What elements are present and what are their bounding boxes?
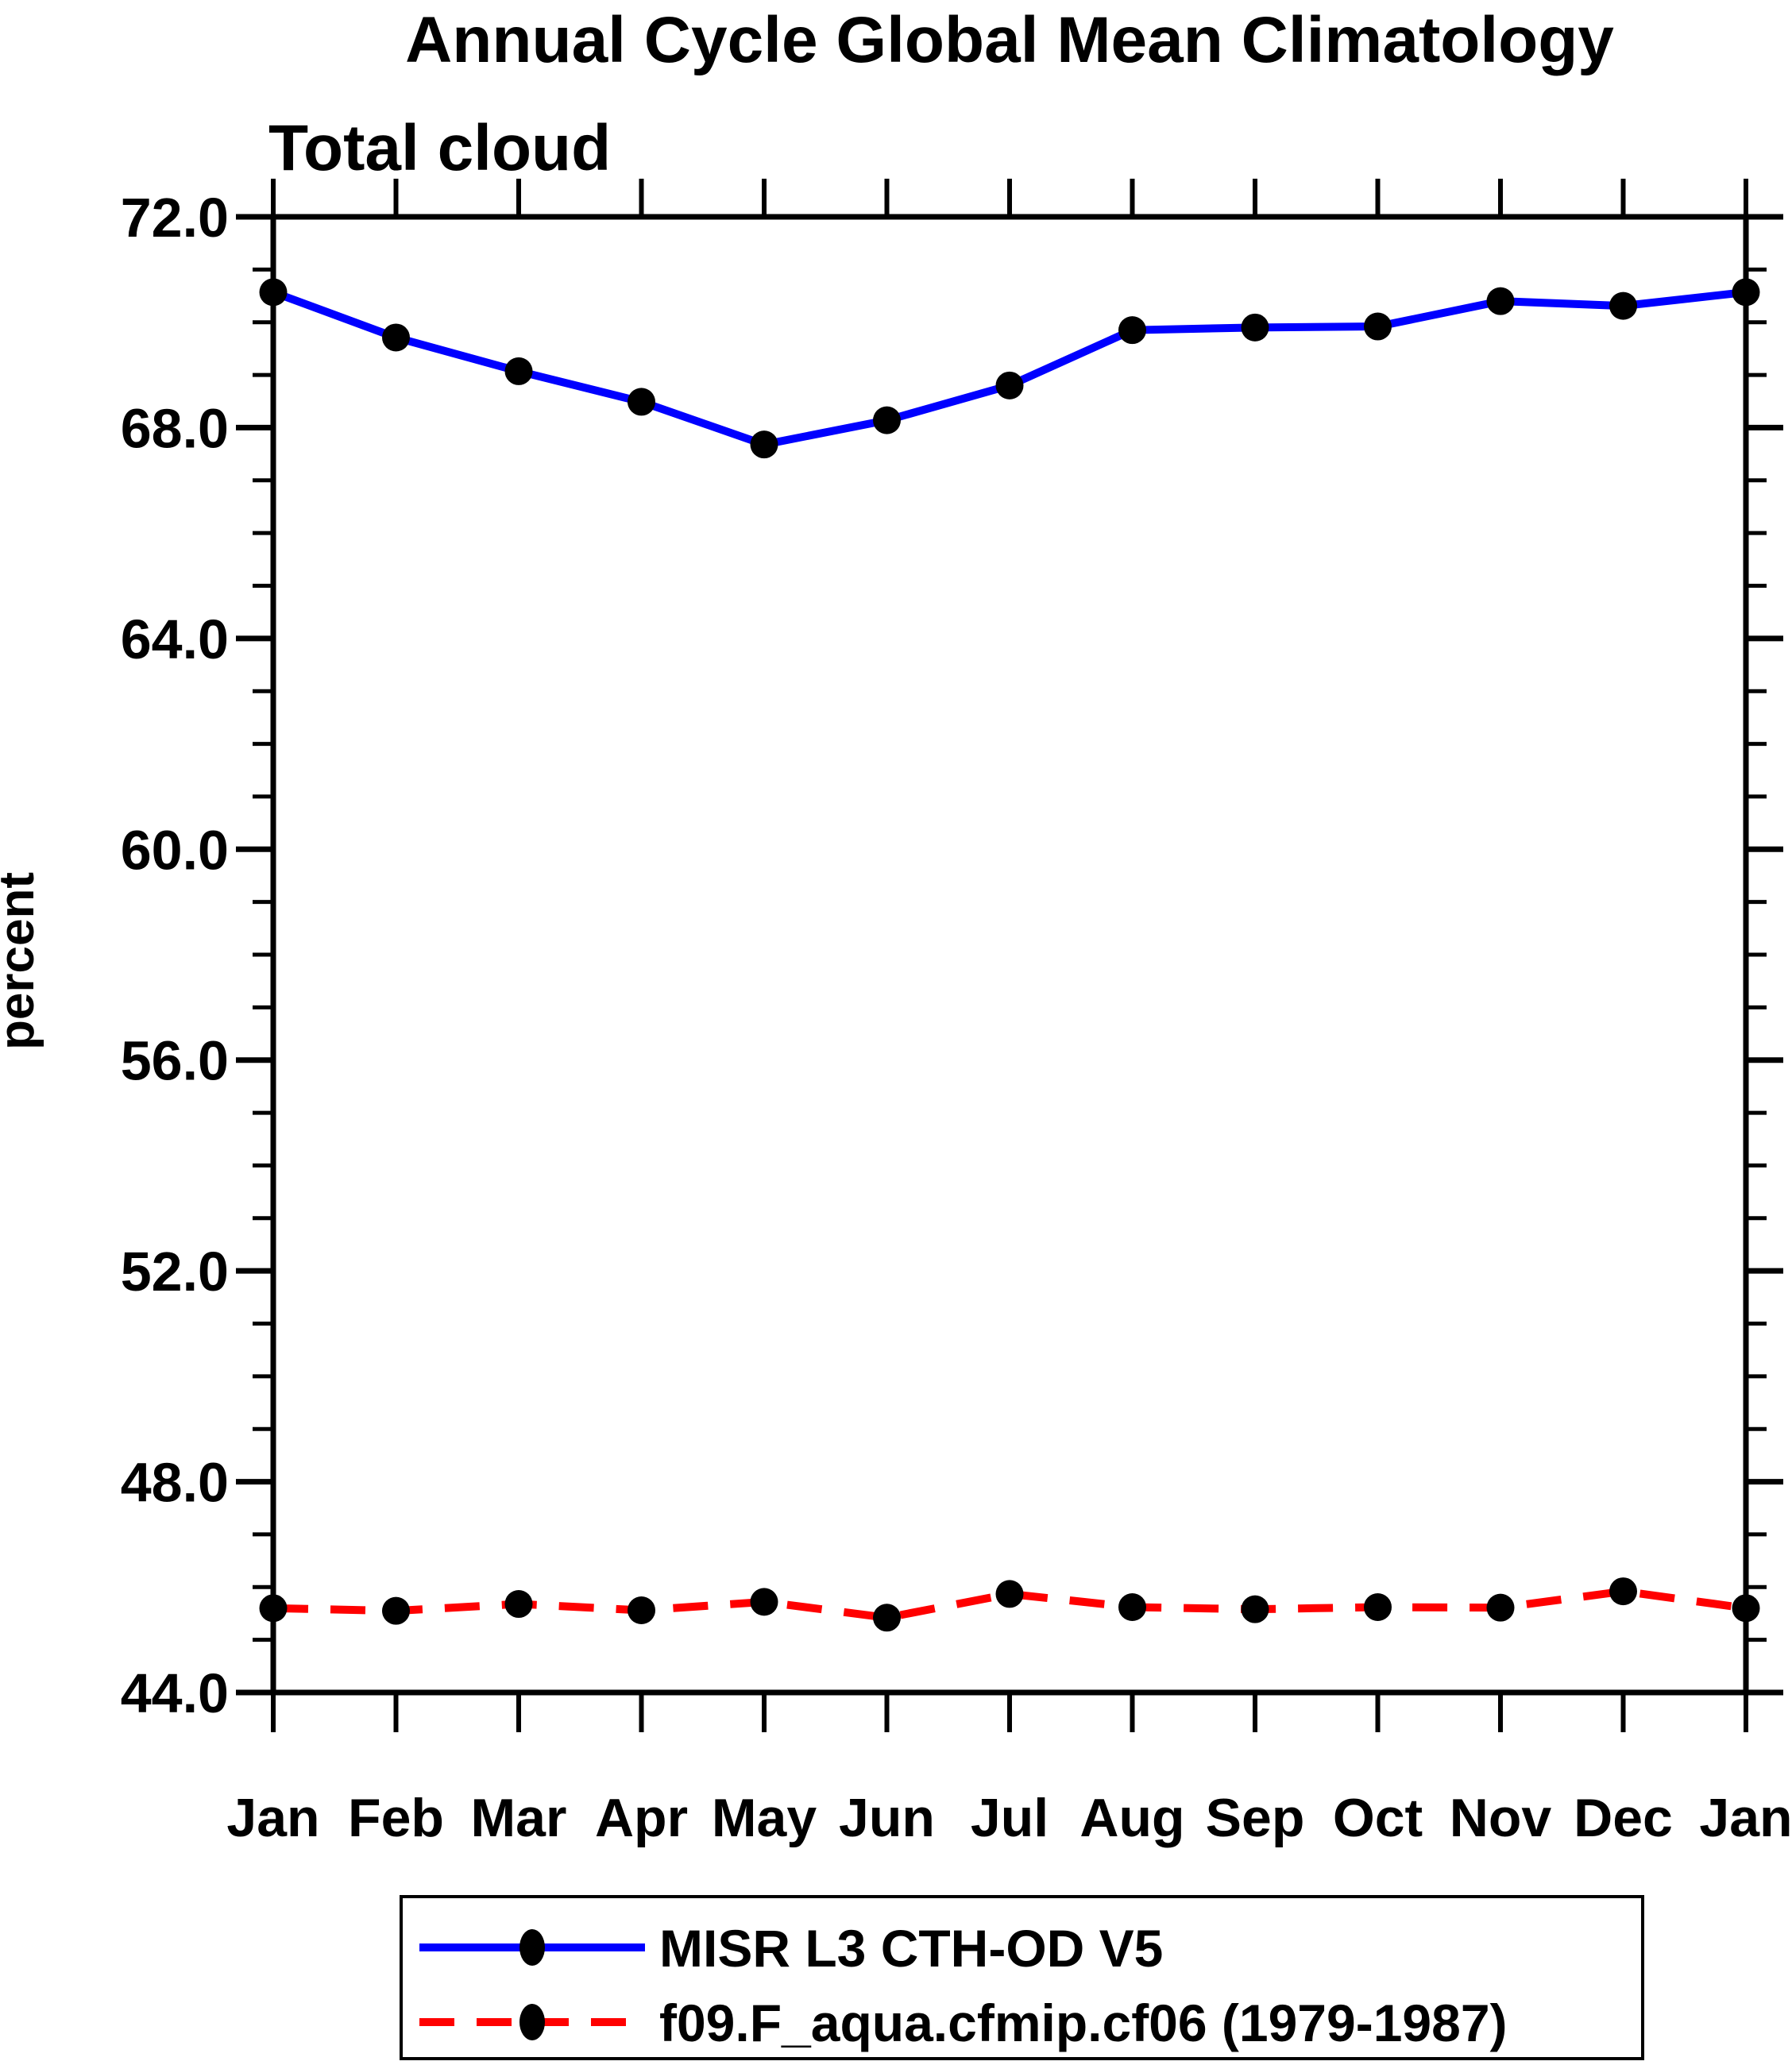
y-axis-title: percent: [0, 872, 44, 1050]
data-point-marker: [750, 1588, 778, 1616]
x-tick-label: Dec: [1574, 1788, 1673, 1848]
data-point-marker: [259, 1594, 288, 1623]
data-point-marker: [1241, 1595, 1269, 1623]
x-tick-label: Jan: [226, 1788, 319, 1848]
data-series: [259, 278, 1760, 1632]
data-point-marker: [1241, 313, 1269, 342]
data-point-marker: [1486, 287, 1515, 315]
legend-marker-icon: [519, 2004, 545, 2040]
legend-label-model: f09.F_aqua.cfmip.cf06 (1979-1987): [659, 1994, 1508, 2052]
data-point-marker: [1364, 312, 1392, 341]
x-tick-label: Aug: [1079, 1788, 1184, 1848]
data-point-marker: [873, 1604, 901, 1632]
plot-frame: [270, 214, 1749, 1696]
x-tick-label: Apr: [595, 1788, 688, 1848]
data-point-marker: [382, 323, 410, 352]
data-point-marker: [1486, 1593, 1515, 1622]
data-point-marker: [628, 1596, 655, 1624]
data-point-marker: [1364, 1593, 1392, 1622]
y-axis-tick-labels: 44.0 48.0 52.0 56.0 60.0 64.0 68.0 72.0: [121, 187, 229, 1724]
axis-ticks: [236, 179, 1783, 1732]
x-tick-label: Jun: [839, 1788, 935, 1848]
data-point-marker: [628, 388, 655, 416]
data-point-marker: [873, 406, 901, 434]
legend-marker-icon: [519, 1929, 545, 1966]
x-axis-tick-labels: Jan Feb Mar Apr May Jun Jul Aug Sep Oct Nov Dec Jan: [226, 1788, 1792, 1848]
x-tick-label: Jul: [971, 1788, 1049, 1848]
data-point-marker: [750, 430, 778, 459]
y-tick-label: 48.0: [121, 1452, 229, 1514]
data-point-marker: [1118, 316, 1146, 345]
legend-box: [400, 1895, 1644, 2060]
series-line-0: [272, 288, 1747, 449]
data-point-marker: [504, 1590, 533, 1619]
legend: MISR L3 CTH-OD V5 f09.F_aqua.cfmip.cf06 …: [400, 1895, 1644, 2060]
x-tick-label: Jan: [1699, 1788, 1792, 1848]
data-point-marker: [1732, 1594, 1760, 1623]
y-tick-label: 44.0: [121, 1662, 229, 1724]
x-tick-label: Sep: [1206, 1788, 1305, 1848]
data-point-marker: [1732, 278, 1760, 307]
chart-title: Annual Cycle Global Mean Climatology: [405, 4, 1614, 76]
legend-label-misr: MISR L3 CTH-OD V5: [659, 1919, 1163, 1978]
y-tick-label: 68.0: [121, 397, 229, 459]
y-tick-label: 56.0: [121, 1030, 229, 1092]
x-tick-label: Oct: [1333, 1788, 1423, 1848]
data-point-marker: [1609, 1577, 1637, 1606]
data-point-marker: [1118, 1593, 1146, 1622]
data-point-marker: [1609, 291, 1637, 320]
chart-subtitle: Total cloud: [268, 112, 611, 184]
y-tick-label: 52.0: [121, 1241, 229, 1303]
data-point-marker: [995, 1580, 1024, 1608]
data-point-marker: [995, 371, 1024, 399]
x-tick-label: Mar: [471, 1788, 567, 1848]
data-point-marker: [382, 1596, 410, 1625]
x-tick-label: Nov: [1450, 1788, 1552, 1848]
x-tick-label: Feb: [348, 1788, 444, 1848]
data-point-marker: [504, 357, 533, 385]
y-tick-label: 60.0: [121, 819, 229, 881]
data-point-marker: [259, 278, 288, 307]
y-tick-label: 72.0: [121, 187, 229, 249]
x-tick-label: May: [712, 1788, 817, 1848]
y-tick-label: 64.0: [121, 608, 229, 670]
